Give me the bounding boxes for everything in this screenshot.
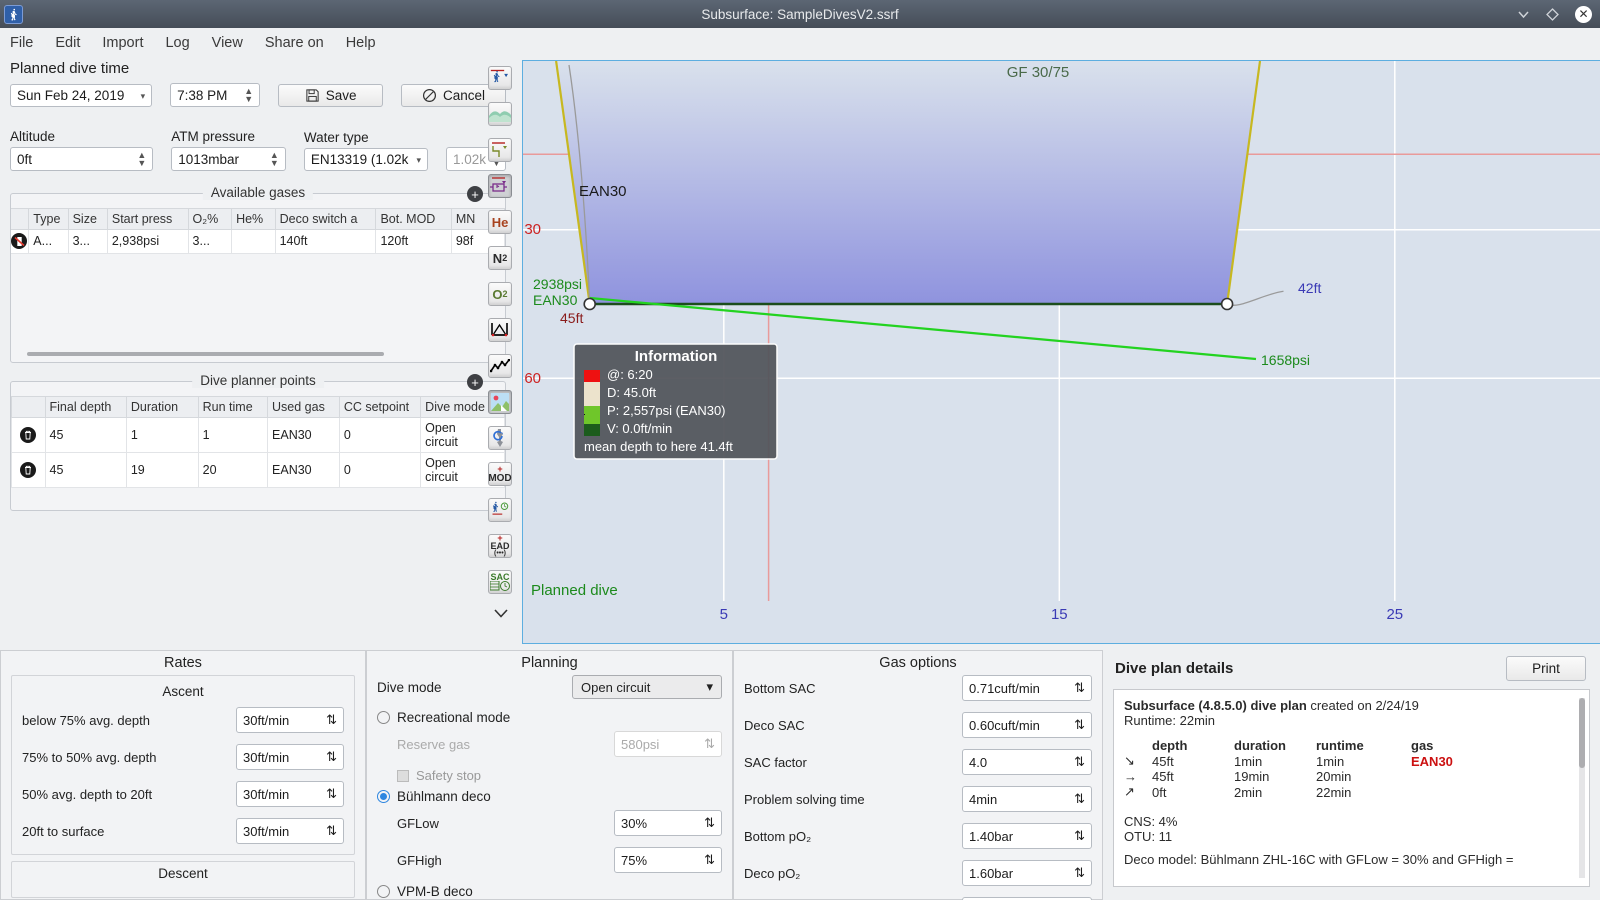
svg-text:30: 30: [524, 221, 541, 238]
svg-text:45ft: 45ft: [560, 310, 583, 326]
svg-text:1658psi: 1658psi: [1261, 352, 1310, 368]
svg-text:Planned dive: Planned dive: [531, 582, 618, 599]
svg-text:@: 6:20: @: 6:20: [607, 367, 653, 382]
svg-text:EAN30: EAN30: [579, 183, 627, 200]
svg-text:V: 0.0ft/min: V: 0.0ft/min: [607, 421, 672, 436]
svg-text:Information: Information: [635, 348, 718, 365]
svg-text:5: 5: [720, 606, 728, 623]
svg-text:60: 60: [524, 370, 541, 387]
svg-text:EAN30: EAN30: [533, 292, 578, 308]
svg-text:15: 15: [1051, 606, 1068, 623]
svg-text:D: 45.0ft: D: 45.0ft: [607, 385, 657, 400]
svg-text:2938psi: 2938psi: [533, 276, 582, 292]
svg-text:42ft: 42ft: [1298, 280, 1321, 296]
svg-text:GF 30/75: GF 30/75: [1007, 64, 1070, 81]
svg-text:25: 25: [1386, 606, 1403, 623]
svg-text:P: 2,557psi (EAN30): P: 2,557psi (EAN30): [607, 403, 726, 418]
svg-text:mean depth to here 41.4ft: mean depth to here 41.4ft: [584, 439, 733, 454]
